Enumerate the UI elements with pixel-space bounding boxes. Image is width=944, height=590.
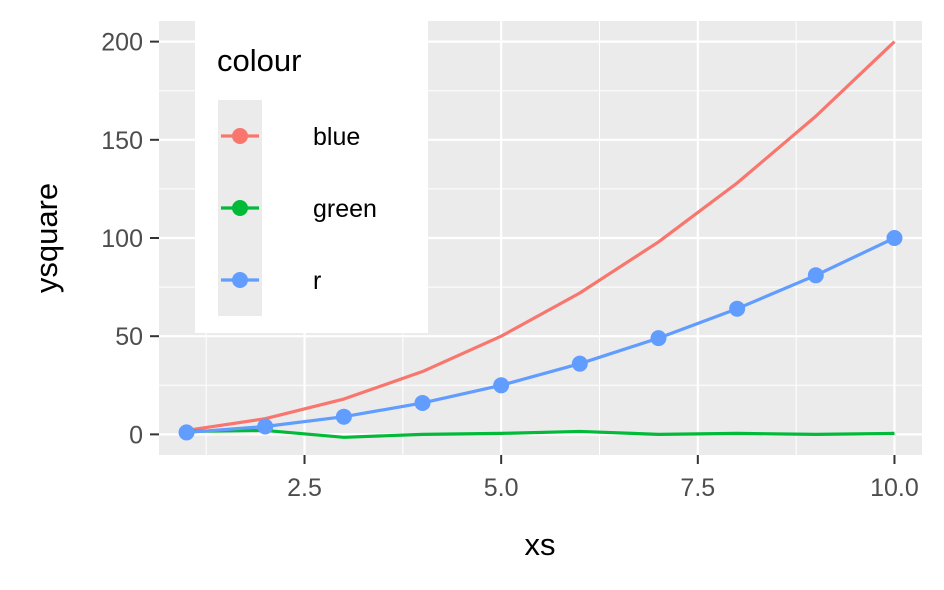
series-line-blue <box>186 40 896 433</box>
data-point-r <box>257 418 274 435</box>
legend-key-point-green <box>232 200 248 216</box>
data-point-r <box>886 230 903 246</box>
x-axis-title: xs <box>525 527 556 562</box>
legend-label-green: green <box>313 195 377 223</box>
legend: colour blue green r <box>195 21 428 333</box>
data-point-r <box>414 394 431 411</box>
y-tick-label: 0 <box>129 421 143 449</box>
x-tick-label: 10.0 <box>870 474 919 502</box>
data-point-r <box>571 355 588 372</box>
x-tick-label: 7.5 <box>680 474 715 502</box>
series-line-green <box>186 428 895 439</box>
data-point-r <box>178 424 195 441</box>
legend-key-point-r <box>232 272 248 288</box>
x-axis: 2.5 5.0 7.5 10.0 <box>287 455 919 502</box>
series-line-r <box>186 236 896 435</box>
series-layer <box>178 40 903 441</box>
data-point-r <box>729 300 746 317</box>
legend-label-r: r <box>313 267 321 295</box>
x-tick-label: 5.0 <box>484 474 519 502</box>
y-tick-label: 200 <box>101 29 143 57</box>
legend-title: colour <box>217 43 301 78</box>
x-tick-label: 2.5 <box>287 474 322 502</box>
data-point-r <box>807 267 824 284</box>
y-axis: 0 50 100 150 200 <box>101 29 159 449</box>
y-axis-title: ysquare <box>29 183 64 293</box>
legend-label-blue: blue <box>313 123 360 151</box>
data-point-r <box>493 377 510 394</box>
y-tick-label: 100 <box>101 225 143 253</box>
data-point-r <box>335 408 352 425</box>
data-point-r <box>650 330 667 347</box>
legend-key-point-blue <box>232 128 248 144</box>
y-tick-label: 50 <box>115 323 143 351</box>
y-tick-label: 150 <box>101 127 143 155</box>
